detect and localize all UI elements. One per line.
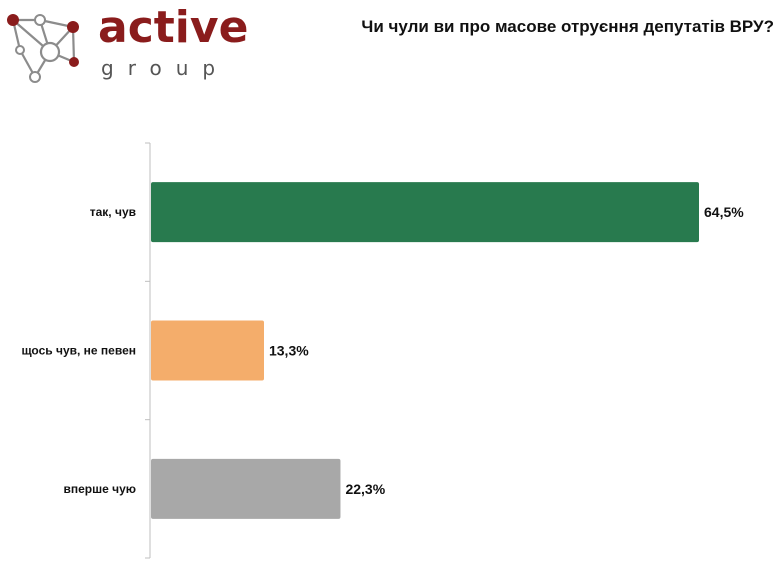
category-label-1: так, чув — [90, 205, 136, 219]
bar-3 — [151, 458, 341, 519]
bar-2 — [151, 320, 264, 381]
logo: active group — [0, 0, 248, 95]
value-label-3: 22,3% — [345, 481, 385, 497]
chart-title: Чи чули ви про масове отруєння депутатів… — [361, 17, 774, 36]
chart-axis — [145, 142, 151, 559]
chart-labels: так, чув 64,5% щось чув, не певен 13,3% впер… — [21, 204, 744, 497]
logo-network-icon — [7, 14, 79, 83]
value-label-2: 13,3% — [269, 343, 309, 359]
bar-1 — [151, 182, 699, 243]
category-label-2: щось чув, не певен — [21, 344, 136, 358]
chart-bars — [151, 182, 699, 519]
category-label-3: вперше чую — [63, 482, 136, 496]
logo-wordmark: active — [98, 2, 249, 53]
value-label-1: 64,5% — [704, 204, 744, 220]
logo-subtitle: group — [101, 56, 230, 80]
